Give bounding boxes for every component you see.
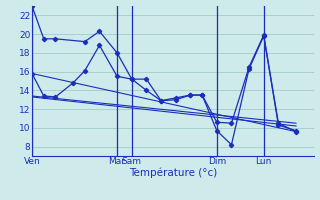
X-axis label: Température (°c): Température (°c) <box>129 168 217 178</box>
